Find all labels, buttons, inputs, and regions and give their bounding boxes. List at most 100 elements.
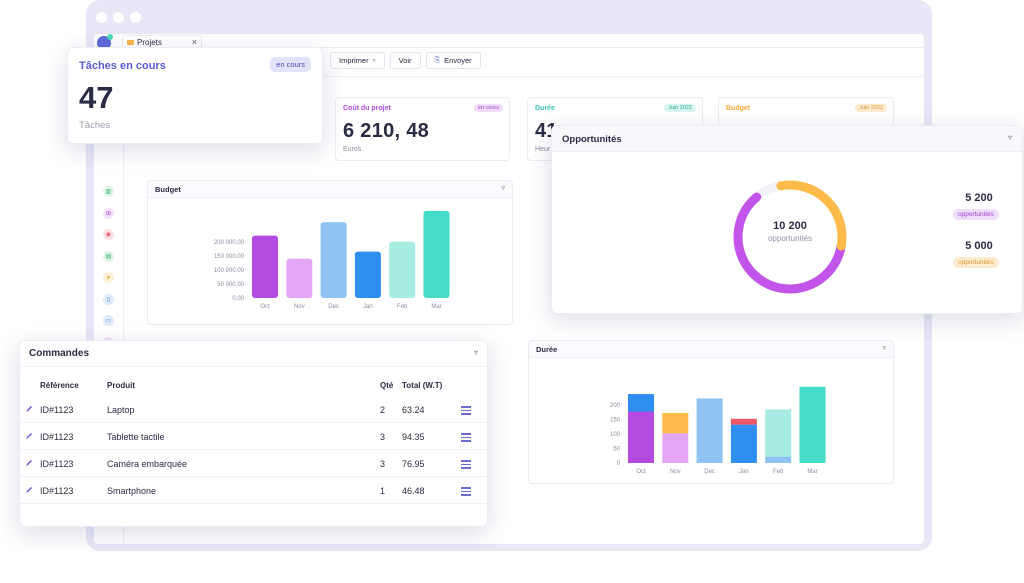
print-button[interactable]: Imprimer ▿ xyxy=(330,52,385,69)
donut-center-label: opportunités xyxy=(767,234,813,243)
send-button[interactable]: ⎘ Envoyer xyxy=(425,52,481,69)
cell-total: 76.95 xyxy=(402,459,425,469)
send-icon: ⎘ xyxy=(434,56,441,64)
donut-slice-1 xyxy=(733,180,847,294)
window-dot-minimize[interactable] xyxy=(113,12,124,23)
bar-dec xyxy=(320,222,347,298)
cell-reference: ID#1123 xyxy=(40,459,74,469)
chevron-down-icon[interactable]: ▿ xyxy=(882,345,886,352)
chevron-down-icon[interactable]: ▿ xyxy=(501,185,505,192)
column-header-total[interactable]: Total (W.T) xyxy=(402,381,443,390)
panel-title: Opportunités xyxy=(562,134,622,145)
badge-icon[interactable]: ◉ xyxy=(103,229,114,240)
column-header-product[interactable]: Produit xyxy=(107,381,135,390)
box-icon[interactable]: ▤ xyxy=(103,250,114,262)
bar-oct xyxy=(252,235,278,298)
chevron-down-icon[interactable]: ▿ xyxy=(473,348,478,357)
kpi-card-cost[interactable]: Coût du projet en cours 6 210, 48 Euros xyxy=(335,97,510,161)
kpi-unit: Heur xyxy=(535,146,551,153)
kpi-title: Budget xyxy=(726,105,751,112)
edit-pencil-icon[interactable] xyxy=(25,405,33,413)
cell-reference: ID#1123 xyxy=(40,405,74,415)
y-tick-label: 200 000,00 xyxy=(214,240,245,246)
monitor-icon[interactable]: ▭ xyxy=(103,315,114,326)
view-button[interactable]: Voir xyxy=(389,52,421,69)
row-menu-icon[interactable] xyxy=(461,406,471,415)
cell-total: 63.24 xyxy=(402,405,425,415)
edit-pencil-icon[interactable] xyxy=(25,459,33,467)
edit-pencil-icon[interactable] xyxy=(25,432,33,440)
kpi-title: Durée xyxy=(535,105,555,112)
bar-segment-dec-0 xyxy=(696,398,723,463)
chevron-down-icon: ▿ xyxy=(372,58,376,64)
y-tick-label: 0,00 xyxy=(232,296,244,302)
window-dot-maximize[interactable] xyxy=(130,12,141,23)
bar-feb xyxy=(389,241,416,298)
y-tick-label: 50 xyxy=(613,446,620,452)
window-dot-close[interactable] xyxy=(96,12,107,23)
chevron-down-icon[interactable]: ▿ xyxy=(1007,133,1012,142)
chart-header: Budget ▿ xyxy=(148,181,512,198)
panel-header: Commandes ▿ xyxy=(20,341,487,367)
tab-strip: Projets × xyxy=(94,34,924,50)
row-menu-icon[interactable] xyxy=(461,433,471,442)
chart-icon[interactable]: ▥ xyxy=(103,186,114,197)
column-header-qty[interactable]: Qté xyxy=(380,381,394,390)
x-tick-label: Feb xyxy=(773,469,784,475)
window-controls xyxy=(96,12,141,23)
table-row[interactable]: ID#1123 Tablette tactile 3 94.35 xyxy=(20,423,487,450)
kpi-value: 6 210, 48 xyxy=(343,120,430,142)
y-tick-label: 0 xyxy=(617,461,621,467)
legend-pill: opportunités xyxy=(953,209,999,220)
bar-segment-mar-0 xyxy=(799,386,826,463)
row-menu-icon[interactable] xyxy=(461,460,471,469)
view-label: Voir xyxy=(398,56,412,65)
kpi-title: Coût du projet xyxy=(343,105,391,112)
budget-bar-chart: 0,00 50 000,00 100 000,00 150 000,00 200 000… xyxy=(214,210,450,310)
cell-product: Smartphone xyxy=(107,486,157,496)
x-tick-label: Feb xyxy=(397,304,408,310)
bar-segment-oct-1 xyxy=(628,394,654,412)
chart-header: Durée ▿ xyxy=(529,341,893,358)
y-tick-label: 100 xyxy=(610,432,621,438)
kpi-badge: en cours xyxy=(473,104,503,112)
toolbar: Imprimer ▿ Voir ⎘ Envoyer xyxy=(330,52,481,70)
opportunities-panel: Opportunités ▿ 10 200 opportunités 5 200… xyxy=(551,125,1023,314)
x-tick-label: Nov xyxy=(670,469,681,475)
edit-pencil-icon[interactable] xyxy=(25,486,33,494)
tab-projets[interactable]: Projets × xyxy=(122,35,202,48)
bar-segment-jan-1 xyxy=(730,418,757,425)
donut-center-value: 10 200 xyxy=(773,220,807,232)
bar-segment-nov-0 xyxy=(662,433,689,463)
x-tick-label: Jan xyxy=(739,469,749,475)
kpi-badge: Juin 2022 xyxy=(855,104,887,112)
document-icon[interactable]: ▯ xyxy=(103,293,114,305)
tasks-panel[interactable]: Tâches en cours en cours 47 Tâches xyxy=(67,47,323,144)
panel-title: Commandes xyxy=(29,348,90,359)
cart-icon[interactable]: ⊞ xyxy=(103,207,114,219)
folder-icon xyxy=(127,39,134,45)
bar-segment-feb-1 xyxy=(765,409,792,457)
print-label: Imprimer xyxy=(339,56,369,65)
table-row[interactable]: ID#1123 Caméra embarquée 3 76.95 xyxy=(20,450,487,477)
panel-header: Opportunités ▿ xyxy=(552,126,1022,152)
cell-total: 46.48 xyxy=(402,486,425,496)
chart-title: Durée xyxy=(536,345,558,354)
table-row[interactable]: ID#1123 Smartphone 1 46.48 xyxy=(20,477,487,504)
column-header-reference[interactable]: Référence xyxy=(40,381,79,390)
table-row[interactable]: ID#1123 Laptop 2 63.24 xyxy=(20,396,487,423)
cell-product: Tablette tactile xyxy=(107,432,165,442)
coin-icon[interactable]: ● xyxy=(103,272,114,283)
y-tick-label: 150 000,00 xyxy=(214,254,245,260)
row-menu-icon[interactable] xyxy=(461,487,471,496)
app-logo-icon[interactable] xyxy=(97,34,113,50)
bar-segment-nov-1 xyxy=(662,412,689,434)
legend-pill: opportunités xyxy=(953,257,999,268)
tab-close-icon[interactable]: × xyxy=(191,37,197,47)
cell-reference: ID#1123 xyxy=(40,486,74,496)
chart-title: Budget xyxy=(155,185,181,194)
x-tick-label: Mar xyxy=(431,304,441,310)
y-tick-label: 50 000,00 xyxy=(217,282,244,288)
status-badge: en cours xyxy=(270,57,311,72)
